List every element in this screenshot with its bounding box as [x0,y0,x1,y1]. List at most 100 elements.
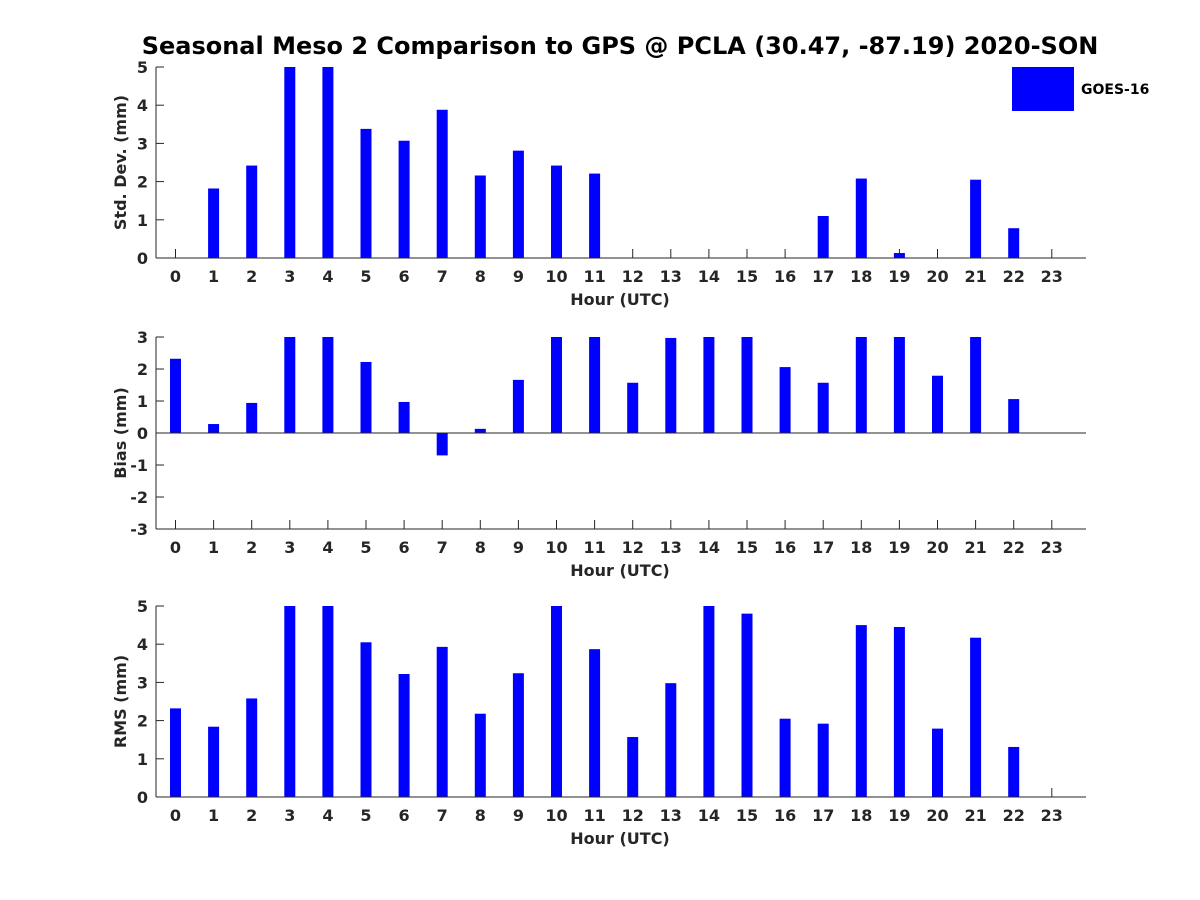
bar-hour-15 [741,337,753,433]
x-tick-label: 16 [774,538,796,557]
y-tick-label: 2 [137,360,148,379]
x-tick-label: 22 [1003,267,1025,286]
x-tick-label: 23 [1041,267,1063,286]
bar-hour-20 [932,375,943,433]
x-tick-label: 5 [360,538,371,557]
x-tick-label: 17 [812,267,834,286]
x-tick-label: 19 [888,267,910,286]
x-tick-label: 12 [622,267,644,286]
bar-hour-17 [817,723,829,797]
x-tick-label: 20 [926,267,948,286]
bar-hour-10 [551,606,562,797]
x-tick-label: 6 [399,806,410,825]
y-axis-label: Std. Dev. (mm) [111,95,130,230]
bar-hour-22 [1008,746,1020,797]
y-tick-label: 3 [137,673,148,692]
x-tick-label: 19 [888,538,910,557]
x-tick-label: 17 [812,538,834,557]
x-tick-label: 20 [926,538,948,557]
x-tick-label: 15 [736,538,758,557]
bar-hour-2 [246,698,258,797]
y-tick-label: -1 [130,456,148,475]
bar-hour-12 [627,737,639,797]
bar-hour-16 [779,718,791,797]
x-tick-label: 13 [660,267,682,286]
bar-hour-2 [246,165,258,258]
x-tick-label: 2 [246,806,257,825]
x-tick-label: 10 [545,806,567,825]
y-tick-label: 3 [137,328,148,347]
x-tick-label: 3 [284,267,295,286]
x-axis-label: Hour (UTC) [570,561,670,580]
x-tick-label: 8 [475,806,486,825]
bar-hour-14 [703,606,715,797]
bar-hour-11 [589,173,601,258]
bar-hour-17 [817,215,829,258]
x-tick-label: 22 [1003,806,1025,825]
bar-hour-3 [284,67,296,258]
bar-hour-11 [589,337,601,433]
bar-hour-0 [170,358,181,433]
bar-hour-9 [512,673,524,797]
x-tick-label: 6 [399,538,410,557]
x-tick-label: 15 [736,267,758,286]
bar-hour-18 [855,625,867,797]
x-tick-label: 7 [437,267,448,286]
x-tick-label: 1 [208,806,219,825]
bar-hour-4 [322,67,334,258]
bar-hour-11 [589,649,601,797]
bar-hour-9 [512,150,524,258]
bar-hour-7 [436,433,448,456]
bar-hour-10 [551,165,562,258]
x-tick-label: 2 [246,538,257,557]
y-tick-label: -2 [130,488,148,507]
y-tick-label: 3 [137,134,148,153]
x-tick-label: 19 [888,806,910,825]
x-tick-label: 0 [170,806,181,825]
x-tick-label: 23 [1041,806,1063,825]
bar-hour-16 [779,367,791,433]
x-tick-label: 6 [399,267,410,286]
bar-hour-5 [360,642,372,797]
x-tick-label: 1 [208,538,219,557]
bar-hour-19 [893,253,905,258]
bar-hour-2 [246,402,258,433]
x-tick-label: 22 [1003,538,1025,557]
bar-hour-1 [208,188,220,258]
x-tick-label: 9 [513,806,524,825]
x-tick-label: 11 [583,538,605,557]
bar-hour-21 [970,179,982,258]
bar-hour-7 [436,109,448,258]
x-tick-label: 0 [170,267,181,286]
bar-hour-18 [855,337,867,433]
x-tick-label: 18 [850,538,872,557]
x-tick-label: 3 [284,538,295,557]
bar-hour-5 [360,128,372,258]
x-tick-label: 18 [850,267,872,286]
bar-hour-4 [322,606,334,797]
bar-hour-4 [322,337,334,433]
y-tick-label: 5 [137,597,148,616]
x-tick-label: 21 [964,267,986,286]
bar-hour-14 [703,337,715,433]
x-axis-label: Hour (UTC) [570,290,670,309]
bar-hour-6 [398,401,410,433]
y-axis-label: Bias (mm) [111,387,130,479]
bar-hour-3 [284,337,296,433]
bar-hour-8 [474,713,486,797]
y-tick-label: 1 [137,392,148,411]
bar-hour-5 [360,361,372,433]
x-tick-label: 20 [926,806,948,825]
bar-hour-20 [932,728,943,797]
x-tick-label: 16 [774,806,796,825]
bar-hour-1 [208,424,220,433]
x-tick-label: 10 [545,538,567,557]
y-tick-label: 0 [137,788,148,807]
x-tick-label: 21 [964,538,986,557]
bar-hour-17 [817,382,829,433]
x-tick-label: 13 [660,806,682,825]
x-tick-label: 12 [622,806,644,825]
